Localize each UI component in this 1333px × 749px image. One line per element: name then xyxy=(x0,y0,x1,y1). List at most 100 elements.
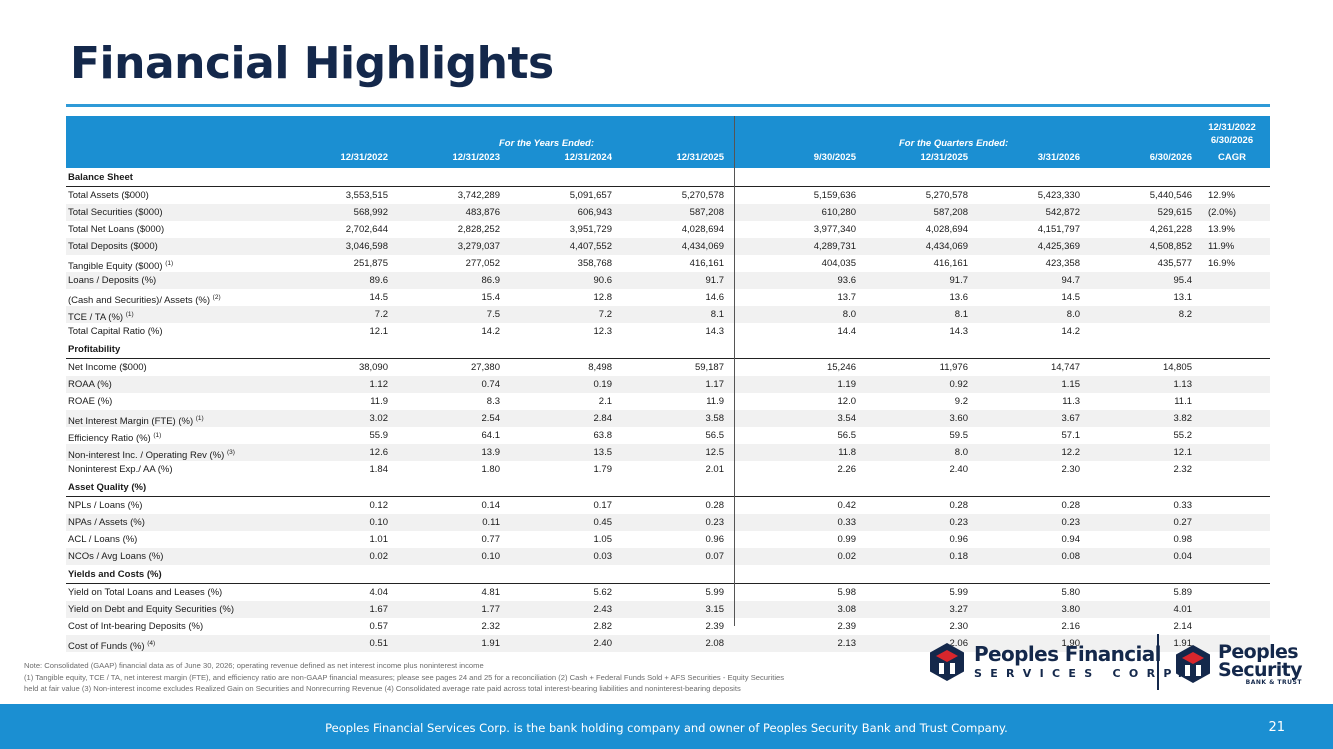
row-label: NPAs / Assets (%) xyxy=(68,514,145,531)
row-label-text: Efficiency Ratio (%) xyxy=(68,433,151,444)
row-label: Net Income ($000) xyxy=(68,359,147,376)
table-cell: 0.45 xyxy=(593,517,613,528)
row-label-text: Cost of Funds (%) xyxy=(68,641,145,652)
section-header: Profitability xyxy=(66,340,1270,359)
section-title: Balance Sheet xyxy=(68,172,133,183)
table-cell: 2,702,644 xyxy=(345,224,388,235)
table-cell: 2.82 xyxy=(593,621,613,632)
table-row: NPAs / Assets (%) 0.10 0.11 0.45 0.23 0.33 0.2… xyxy=(66,514,1270,531)
table-cell: 14,747 xyxy=(1050,362,1080,373)
table-row: ACL / Loans (%) 1.01 0.77 1.05 0.96 0.99 0.96 0… xyxy=(66,531,1270,548)
table-cell: 4.01 xyxy=(1173,604,1193,615)
table-cell: 610,280 xyxy=(821,207,856,218)
table-cell: 59,187 xyxy=(694,362,724,373)
table-cell: 0.92 xyxy=(949,379,969,390)
table-cell: 12.0 xyxy=(837,396,857,407)
table-cell: 416,161 xyxy=(689,258,724,269)
table-cell: 38,090 xyxy=(358,362,388,373)
pfsc-logo-sub: SERVICES CORP. xyxy=(974,667,1191,680)
table-row: NPLs / Loans (%) 0.12 0.14 0.17 0.28 0.42 0.28… xyxy=(66,497,1270,514)
cagr-cell: (2.0%) xyxy=(1208,207,1236,218)
table-cell: 56.5 xyxy=(705,430,725,441)
table-cell: 0.11 xyxy=(482,517,500,528)
table-cell: 4,434,069 xyxy=(925,241,968,252)
table-cell: 1.90 xyxy=(1061,638,1081,649)
table-cell: 5.89 xyxy=(1173,587,1193,598)
cagr-cell: 16.9% xyxy=(1208,258,1235,269)
table-cell: 15.4 xyxy=(481,292,501,303)
table-cell: 0.57 xyxy=(369,621,389,632)
table-row: (Cash and Securities)/ Assets (%) (2) 14.… xyxy=(66,289,1270,306)
table-cell: 4,261,228 xyxy=(1149,224,1192,235)
table-cell: 1.84 xyxy=(369,464,389,475)
table-cell: 1.91 xyxy=(1173,638,1193,649)
table-row: Non-interest Inc. / Operating Rev (%) (3… xyxy=(66,444,1270,461)
table-cell: 14.6 xyxy=(705,292,725,303)
table-cell: 4,508,852 xyxy=(1149,241,1192,252)
table-row: Net Income ($000) 38,090 27,380 8,498 59,187… xyxy=(66,359,1270,376)
table-cell: 0.96 xyxy=(705,534,725,545)
row-label-text: Total Capital Ratio (%) xyxy=(68,326,163,337)
row-label: Total Net Loans ($000) xyxy=(68,221,164,238)
table-cell: 1.13 xyxy=(1173,379,1193,390)
table-cell: 4.81 xyxy=(481,587,501,598)
table-cell: 55.9 xyxy=(369,430,389,441)
table-cell: 0.28 xyxy=(1061,500,1081,511)
table-cell: 3,279,037 xyxy=(457,241,500,252)
table-cell: 3.54 xyxy=(837,413,857,424)
row-label: Cost of Int-bearing Deposits (%) xyxy=(68,618,203,635)
table-row: Total Net Loans ($000) 2,702,644 2,828,252… xyxy=(66,221,1270,238)
quarters-group-label: For the Quarters Ended: xyxy=(899,138,1009,149)
table-cell: 2.08 xyxy=(705,638,725,649)
table-cell: 4,289,731 xyxy=(813,241,856,252)
table-cell: 0.51 xyxy=(369,638,389,649)
table-cell: 12.1 xyxy=(369,326,389,337)
table-cell: 0.96 xyxy=(949,534,969,545)
footer-text: Peoples Financial Services Corp. is the … xyxy=(325,721,1008,735)
footnote-line: Note: Consolidated (GAAP) financial data… xyxy=(24,661,484,670)
table-cell: 27,380 xyxy=(470,362,500,373)
table-cell: 12.6 xyxy=(369,447,389,458)
table-row: ROAE (%) 11.9 8.3 2.1 11.9 12.0 9.2 11.3 11.1 xyxy=(66,393,1270,410)
table-cell: 5,440,546 xyxy=(1149,190,1192,201)
row-label-text: ROAE (%) xyxy=(68,396,113,407)
table-cell: 0.42 xyxy=(837,500,857,511)
table-cell: 3,951,729 xyxy=(569,224,612,235)
table-cell: 8.1 xyxy=(710,309,724,320)
table-cell: 2.32 xyxy=(481,621,501,632)
table-cell: 4,028,694 xyxy=(681,224,724,235)
table-cell: 0.03 xyxy=(593,551,613,562)
row-label: Tangible Equity ($000) (1) xyxy=(68,255,173,275)
pfsc-hexagon-icon xyxy=(930,643,964,681)
row-label: Total Assets ($000) xyxy=(68,187,149,204)
table-cell: 2.43 xyxy=(593,604,613,615)
row-label: NPLs / Loans (%) xyxy=(68,497,142,514)
table-cell: 0.07 xyxy=(705,551,725,562)
table-row: Yield on Debt and Equity Securities (%) 1… xyxy=(66,601,1270,618)
table-cell: 0.14 xyxy=(481,500,501,511)
row-label-text: Net Income ($000) xyxy=(68,362,147,373)
table-cell: 0.10 xyxy=(369,517,389,528)
table-row: Total Capital Ratio (%) 12.1 14.2 12.3 14.3 1… xyxy=(66,323,1270,340)
table-cell: 251,875 xyxy=(353,258,388,269)
table-cell: 3,977,340 xyxy=(813,224,856,235)
table-cell: 59.5 xyxy=(949,430,969,441)
table-cell: 483,876 xyxy=(465,207,500,218)
table-cell: 1.91 xyxy=(481,638,501,649)
row-label-text: NPAs / Assets (%) xyxy=(68,517,145,528)
table-cell: 2,828,252 xyxy=(457,224,500,235)
section-header: Balance Sheet xyxy=(66,168,1270,187)
row-label: Total Capital Ratio (%) xyxy=(68,323,163,340)
table-cell: 4.04 xyxy=(369,587,389,598)
table-cell: 0.77 xyxy=(481,534,501,545)
section-title: Profitability xyxy=(68,344,121,355)
table-cell: 0.23 xyxy=(949,517,969,528)
table-cell: 7.2 xyxy=(598,309,612,320)
table-cell: 12.1 xyxy=(1173,447,1193,458)
page-title: Financial Highlights xyxy=(70,38,554,89)
table-cell: 2.39 xyxy=(705,621,725,632)
table-row: Efficiency Ratio (%) (1) 55.9 64.1 63.8 56.5… xyxy=(66,427,1270,444)
table-cell: 64.1 xyxy=(481,430,501,441)
row-label-text: Tangible Equity ($000) xyxy=(68,261,163,272)
table-cell: 3.02 xyxy=(369,413,389,424)
